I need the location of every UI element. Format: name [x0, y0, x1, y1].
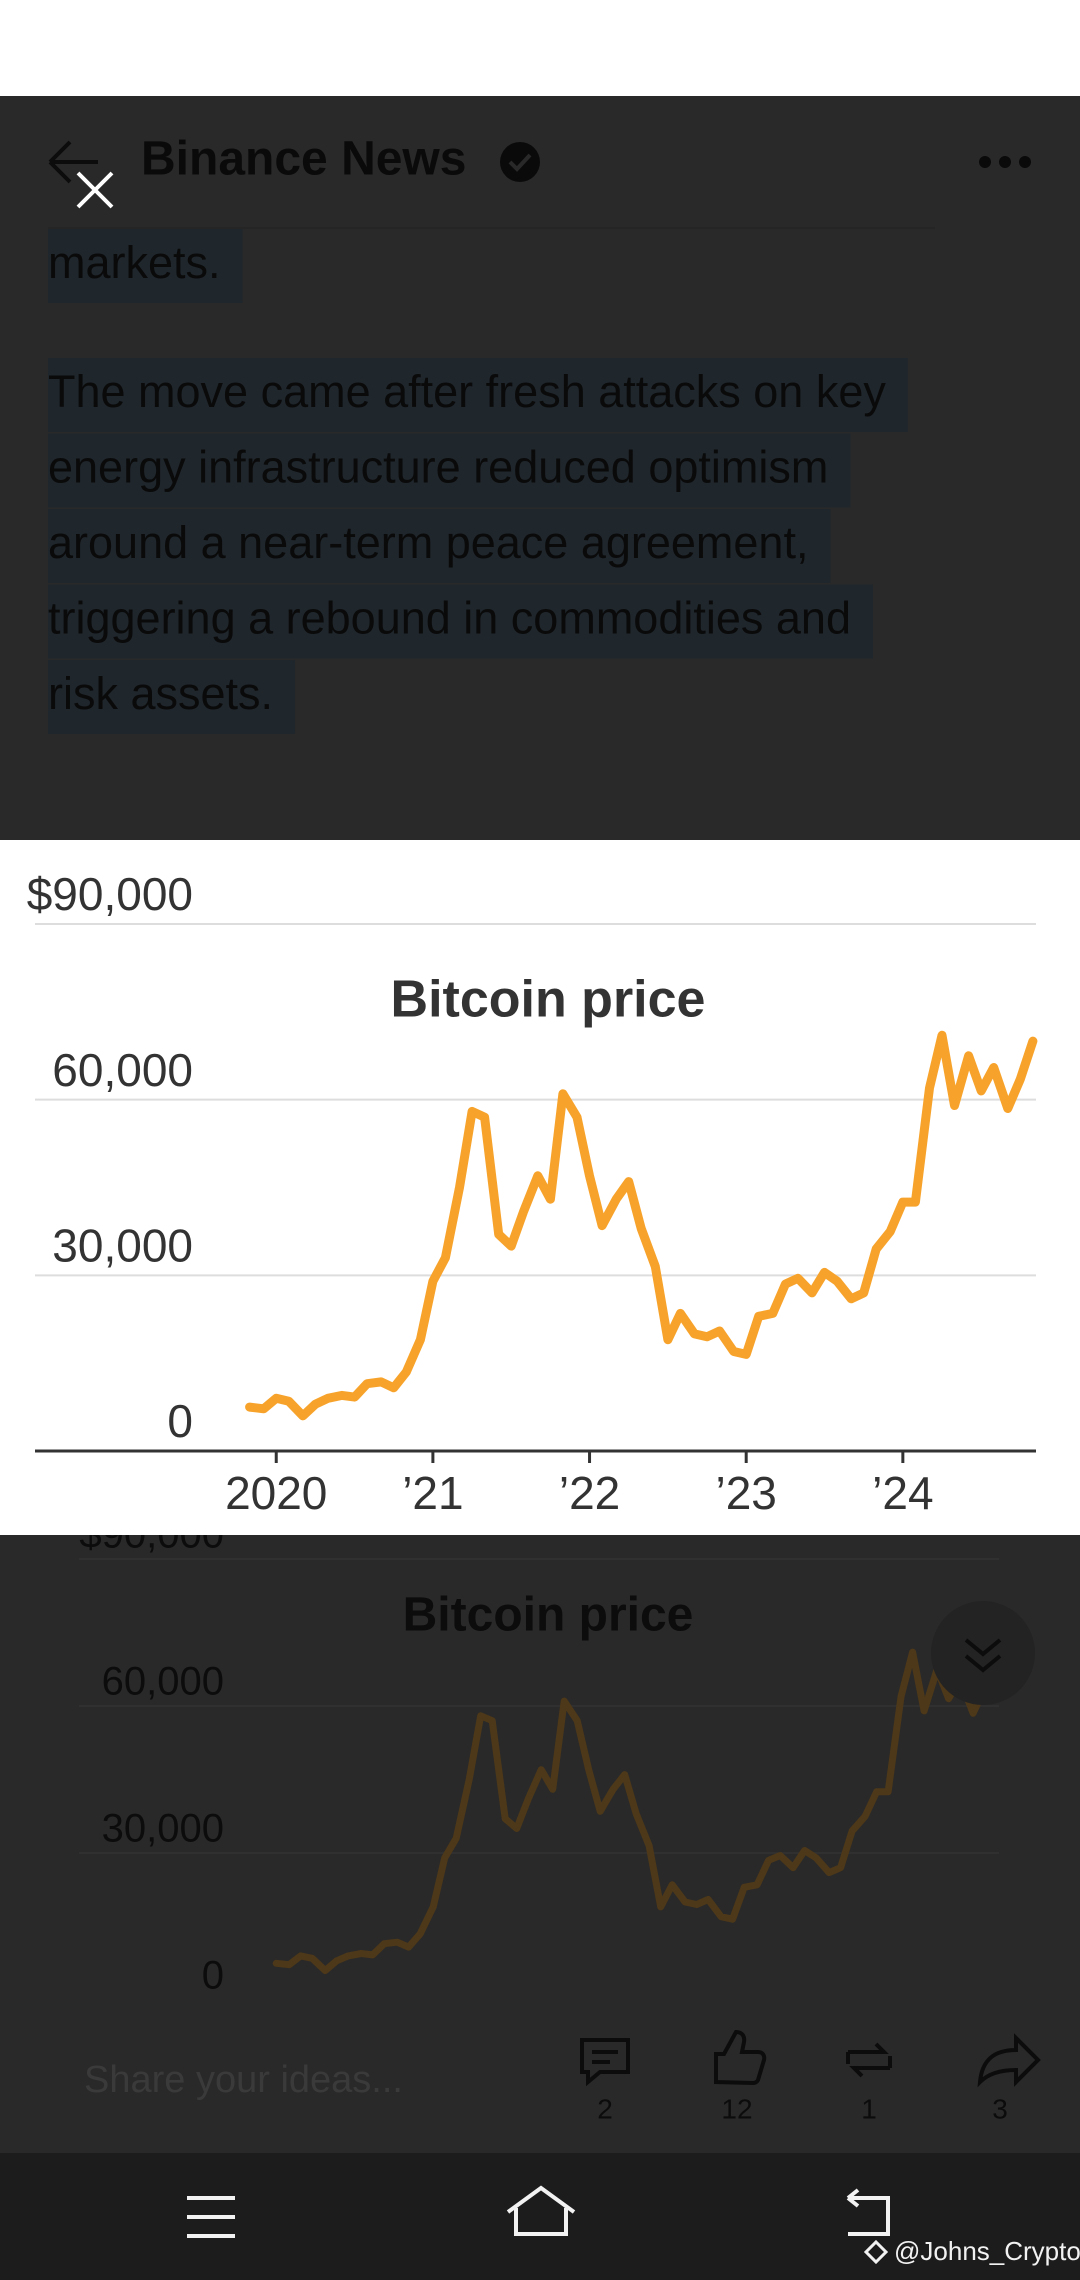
x-tick-label: 2020 [225, 1467, 327, 1519]
article: markets. The move came after fresh attack… [48, 229, 908, 734]
back-nav-button[interactable] [846, 2188, 890, 2236]
chart-title: Bitcoin price [403, 1589, 694, 1642]
paragraph-line: risk assets. [48, 668, 273, 719]
y-tick-label: 60,000 [52, 1044, 193, 1096]
paragraph-line: markets. [48, 237, 221, 288]
paragraph-line: around a near-term peace agreement, [48, 517, 808, 568]
price-line [272, 1648, 1000, 1975]
scroll-down-button[interactable] [931, 1601, 1035, 1705]
watermark: @Johns_Crypto [894, 2236, 1080, 2266]
y-tick-label: 60,000 [102, 1660, 224, 1704]
repost-icon[interactable] [846, 2042, 892, 2078]
chart: 0 30,000 60,000 $90,000 Bitcoin price 2020 ’21… [27, 868, 1038, 1519]
comment-bar [0, 2005, 1080, 2153]
action-count: 12 [721, 2093, 752, 2124]
x-tick-label: ’24 [872, 1467, 933, 1519]
close-button[interactable] [76, 171, 114, 209]
background-chart: 0 30,000 60,000 $90,000 Bitcoin price [79, 1513, 1000, 1998]
home-button[interactable] [506, 2185, 576, 2236]
share-icon[interactable] [977, 2033, 1041, 2088]
back-button[interactable] [48, 140, 98, 184]
nav-bar [0, 2153, 1080, 2280]
verified-badge [500, 142, 540, 182]
text-highlight [48, 358, 908, 432]
y-tick-label: 0 [202, 1954, 224, 1998]
watermark-logo [863, 2239, 889, 2265]
more-button[interactable] [979, 156, 1031, 168]
text-highlight [48, 229, 243, 303]
y-tick-label: $90,000 [27, 868, 193, 920]
comment-icon[interactable] [580, 2038, 630, 2087]
status-bar [0, 0, 1080, 96]
x-tick-label: ’21 [402, 1467, 463, 1519]
y-tick-label: 30,000 [102, 1807, 224, 1851]
paragraph-line: triggering a rebound in commodities and [48, 592, 851, 643]
text-highlight [48, 584, 873, 659]
text-highlight [48, 660, 296, 734]
chart-title: Bitcoin price [391, 971, 706, 1029]
paragraph-line: energy infrastructure reduced optimism [48, 441, 828, 492]
comment-input[interactable]: Share your ideas... [84, 2059, 403, 2101]
paragraph-line: The move came after fresh attacks on key [48, 366, 886, 417]
menu-button[interactable] [187, 2196, 235, 2238]
price-line [245, 1030, 1038, 1421]
text-highlight [48, 433, 851, 508]
action-count: 1 [861, 2093, 877, 2124]
x-tick-label: ’23 [716, 1467, 777, 1519]
x-tick-label: ’22 [559, 1467, 620, 1519]
header-title: Binance News [141, 133, 466, 186]
y-tick-label: 0 [167, 1395, 193, 1447]
action-count: 2 [597, 2093, 613, 2124]
y-tick-label: 30,000 [52, 1219, 193, 1271]
action-count: 3 [992, 2093, 1008, 2124]
text-highlight [48, 509, 831, 583]
y-tick-label: $90,000 [79, 1513, 224, 1557]
like-icon[interactable] [714, 2029, 767, 2086]
